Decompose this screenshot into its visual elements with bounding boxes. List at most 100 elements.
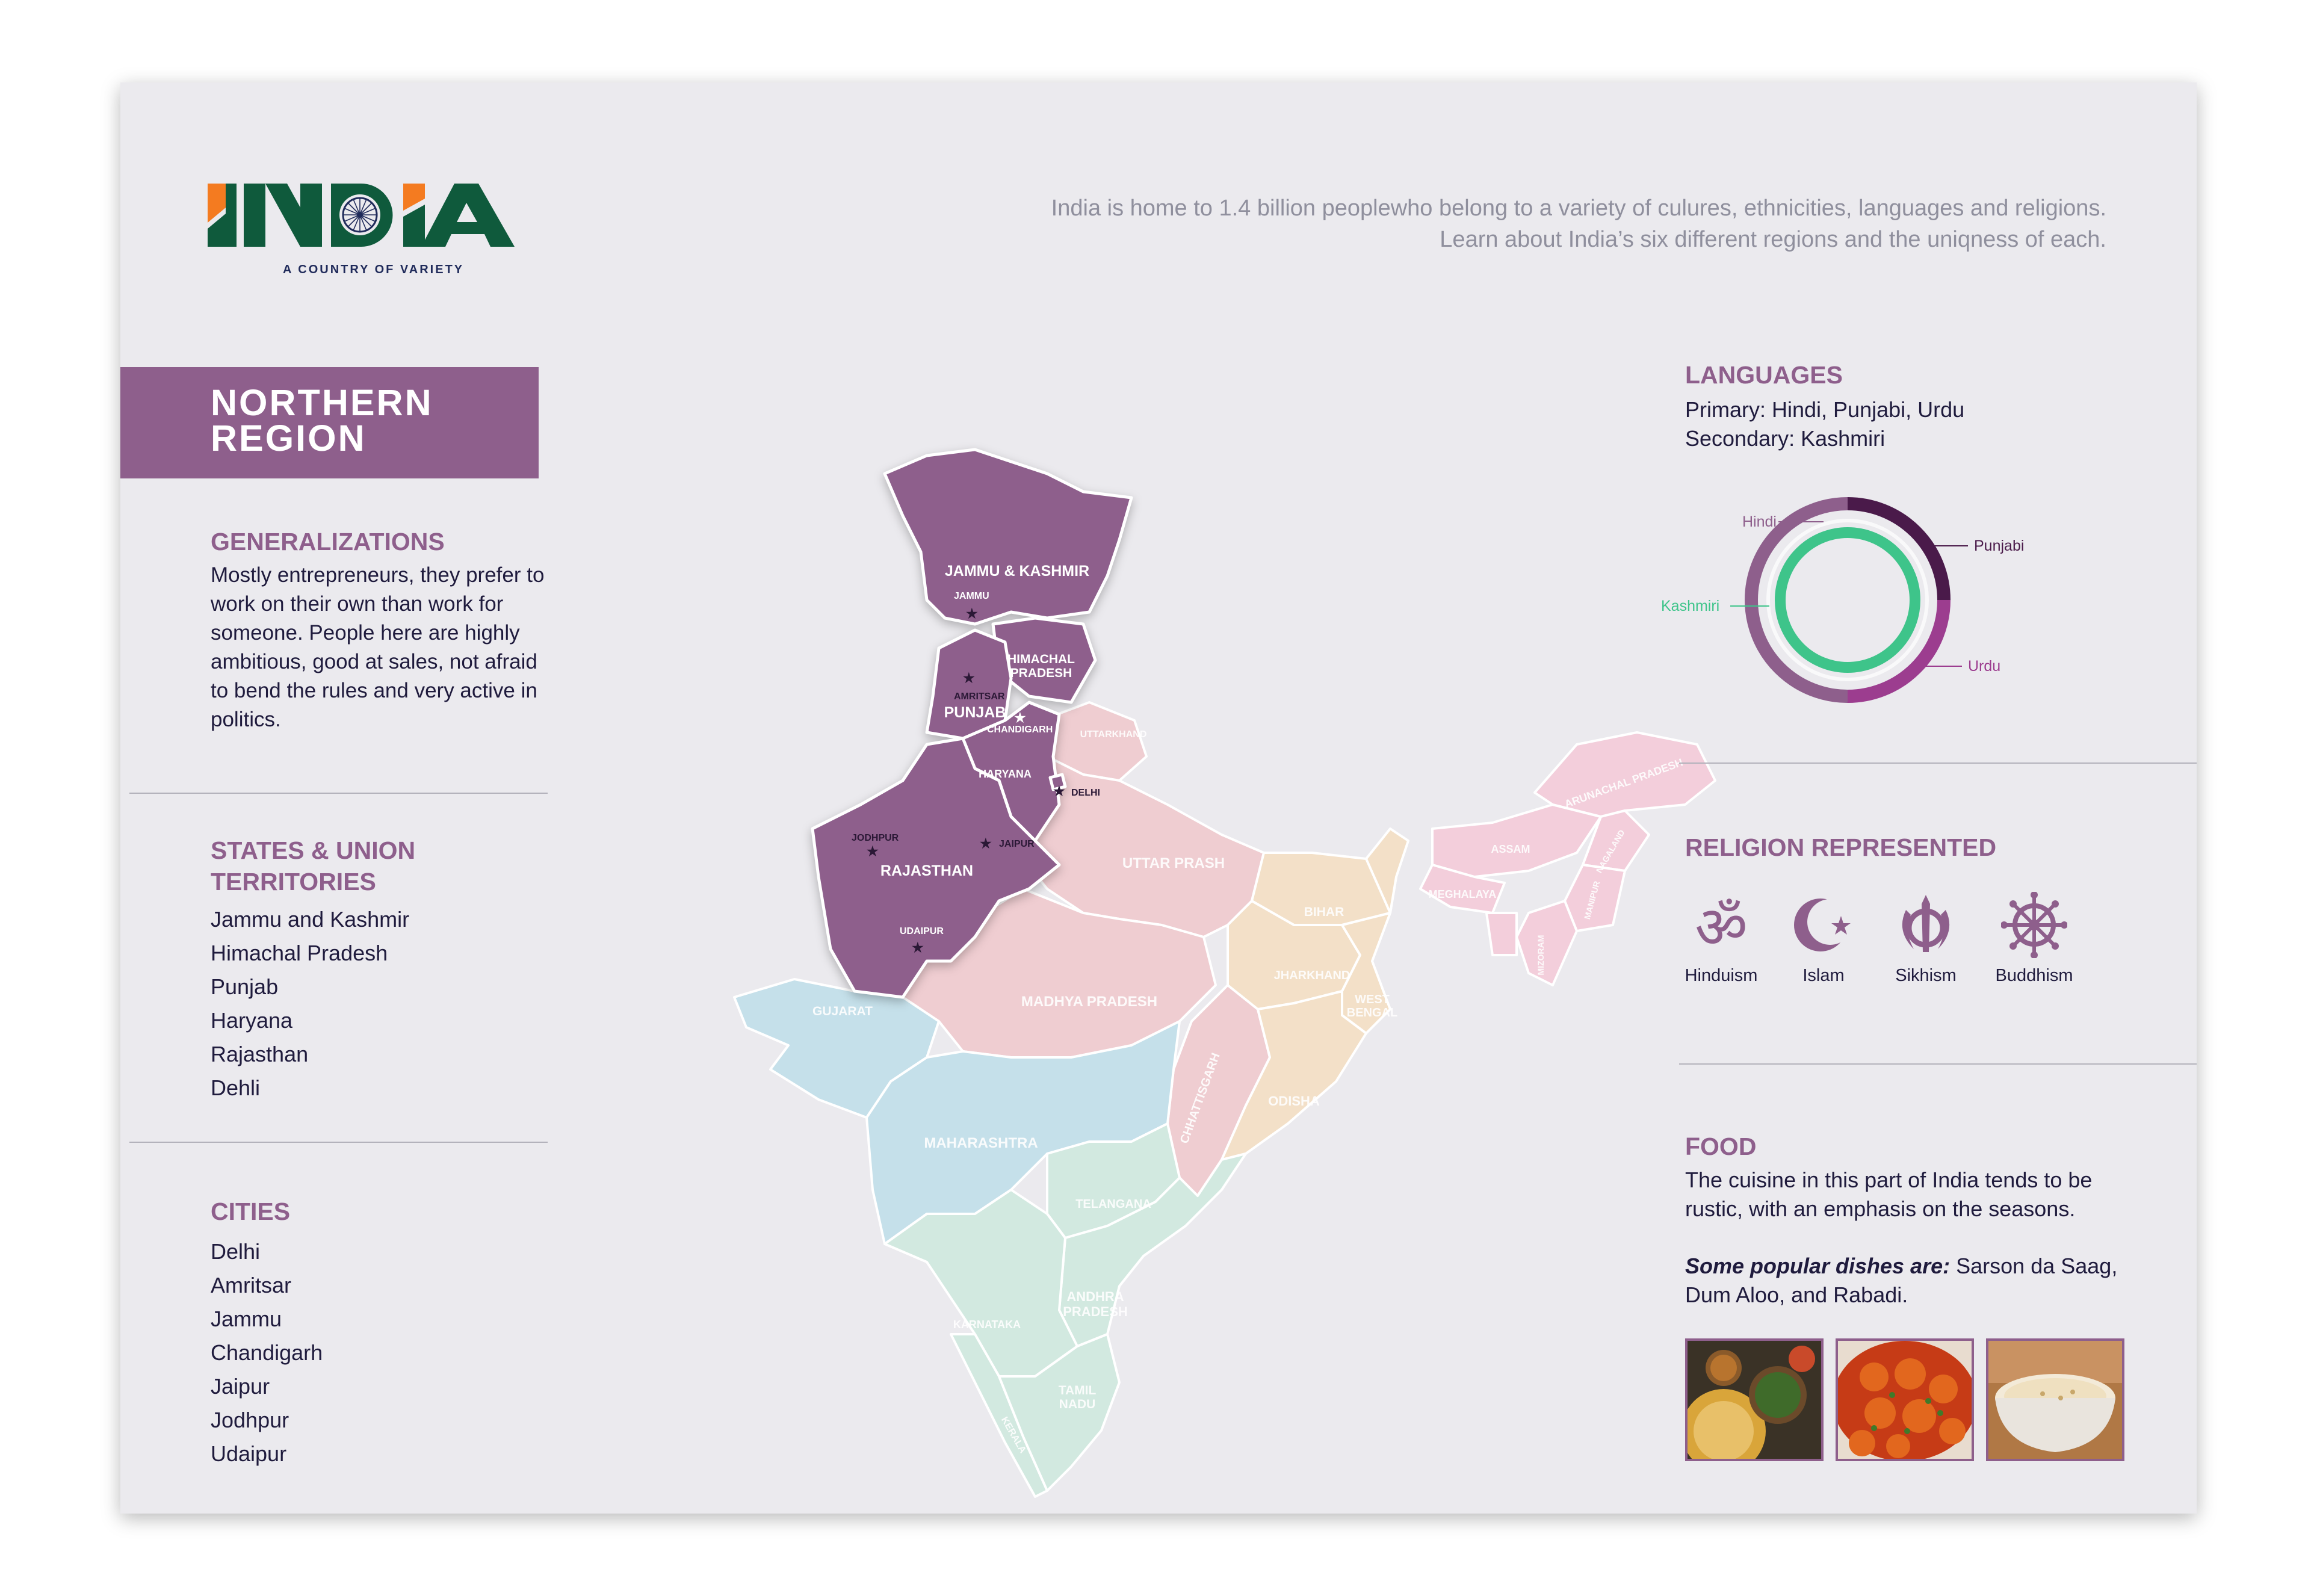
map-city-udaipur: UDAIPUR [900,926,944,936]
food-photo-dum-aloo [1836,1338,1974,1461]
list-item: Haryana [211,1008,293,1033]
cities-heading: CITIES [211,1198,291,1225]
map-state-jammu-kashmir [883,448,1133,626]
crescent-star-icon [1794,899,1853,951]
food-heading: FOOD [1685,1133,1757,1160]
list-item: Rajasthan [211,1042,309,1066]
map-state-tamil-nadu [998,1333,1121,1492]
map-label-jh: JHARKHAND [1274,969,1350,982]
intro-line-2: Learn about India’s six different region… [1440,227,2106,252]
city-star-icon: ★ [963,670,975,685]
food-photo-rabadi [1986,1338,2124,1461]
map-state-madhya-pradesh [902,888,1217,1059]
ring-label-hindi: Hindi [1742,513,1777,530]
generalizations-heading: GENERALIZATIONS [211,528,445,555]
map-city-delhi: DELHI [1071,788,1100,798]
map-state-manipur [1564,864,1626,932]
food-dishes-lead: Some popular dishes are: [1685,1254,1951,1278]
list-item: Jammu [211,1307,282,1331]
city-star-icon: ★ [1053,784,1065,799]
religion-label: Sikhism [1895,966,1957,985]
dharma-wheel-icon [2000,891,2068,959]
ring-label-urdu: Urdu [1968,658,2000,675]
ring-segment-kashmiri [1775,527,1920,673]
food-dishes-list: Sarson da Saag, Dum Aloo, and Rabadi. [1685,1254,2118,1307]
languages-secondary: Secondary: Kashmiri [1685,426,1886,451]
map-city-jodhpur: JODHPUR [852,833,899,843]
map-label-hp2: PRADESH [1010,666,1072,680]
cities-list: Delhi Amritsar Jammu Chandigarh Jaipur J… [211,1235,323,1471]
religion-item-buddhism: Buddhism [1977,891,2091,986]
map-state-mizoram [1515,900,1578,986]
map-label-wb2: BENGAL [1347,1006,1397,1019]
religion-heading: RELIGION REPRESENTED [1685,834,1997,861]
map-state-west-bengal [1341,827,1409,1035]
map-label-hr: HARYANA [979,768,1032,780]
region-title: NORTHERN REGION [211,382,433,459]
states-heading: STATES & UNION TERRITORIES [211,837,416,895]
map-label-ap1: ANDHRA [1066,1289,1124,1304]
religion-item-sikhism: Sikhism [1869,892,1983,986]
list-item: Jodhpur [211,1408,289,1432]
list-item: Amritsar [211,1273,291,1298]
map-label-wb1: WEST [1355,993,1390,1006]
map-city-chandigarh: CHANDIGARH [987,725,1053,735]
religion-label: Hinduism [1685,966,1758,985]
map-label-tg: TELANGANA [1075,1198,1151,1211]
svg-text:ॐ: ॐ [1695,894,1748,958]
food-text: The cuisine in this part of India tends … [1685,1168,2093,1221]
religion-item-islam: Islam [1766,892,1881,986]
intro-text: India is home to 1.4 billion peoplewho b… [963,193,2106,255]
languages-ring-chart: Hindi Punjabi Kashmiri Urdu [1661,497,2024,703]
ring-label-punjabi: Punjabi [1974,537,2024,554]
map-state-tripura [1485,912,1518,956]
city-star-icon: ★ [966,606,978,621]
ring-segment-urdu [1847,599,1951,703]
map-label-pb: PUNJAB [944,704,1006,721]
map-label-jk: JAMMU & KASHMIR [945,563,1089,580]
map-label-bh: BIHAR [1304,905,1344,919]
map-label-ka: KARNATAKA [953,1319,1021,1331]
map-label-ap2: PRADESH [1063,1304,1128,1319]
languages-text: Primary: Hindi, Punjabi, Urdu Secondary:… [1685,395,1964,453]
map-label-mh: MAHARASHTRA [924,1135,1038,1151]
religion-label: Islam [1802,966,1845,985]
food-dishes: Some popular dishes are: Sarson da Saag,… [1685,1252,2155,1310]
map-label-rj: RAJASTHAN [880,862,973,879]
food-photo-sarson-da-saag [1685,1338,1824,1461]
ring-segment-hindi [1745,497,1848,703]
city-star-icon: ★ [867,844,879,859]
region-banner: NORTHERN REGION [120,367,539,478]
map-label-hp1: HIMACHAL [1007,652,1075,666]
right-divider-2 [1679,1063,2197,1065]
generalizations-text: Mostly entrepreneurs, they prefer to wor… [211,563,545,731]
city-star-icon: ★ [980,836,992,851]
list-item: Himachal Pradesh [211,941,388,965]
map-state-odisha [1220,990,1367,1161]
left-divider-1 [129,793,548,794]
map-label-tn2: NADU [1059,1397,1096,1411]
ring-label-kashmiri: Kashmiri [1661,598,1719,614]
map-label-od: ODISHA [1268,1093,1320,1109]
map-label-mp: MADHYA PRADESH [1021,994,1157,1010]
religion-label: Buddhism [1995,966,2073,985]
left-divider-2 [129,1142,548,1143]
map-label-as: ASSAM [1491,843,1530,855]
map-label-up: UTTAR PRASH [1122,855,1225,871]
ring-segment-punjabi [1847,497,1951,601]
list-item: Jaipur [211,1374,270,1399]
khanda-icon [1902,895,1950,952]
list-item: Jammu and Kashmir [211,907,410,932]
intro-line-1: India is home to 1.4 billion peoplewho b… [1051,196,2106,221]
map-state-rajasthan [811,737,1061,999]
list-item: Udaipur [211,1441,287,1466]
map-label-uk: UTTARKHAND [1080,729,1147,740]
map-label-gj: GUJARAT [812,1004,873,1018]
right-divider-1 [1679,762,2197,764]
states-list: Jammu and Kashmir Himachal Pradesh Punja… [211,903,409,1105]
logo-tagline: A COUNTRY OF VARIETY [283,263,465,276]
om-icon: ॐ [1695,894,1748,961]
india-logo [208,184,515,247]
map-label-mz: MIZORAM [1536,935,1545,976]
city-star-icon: ★ [1014,710,1026,725]
